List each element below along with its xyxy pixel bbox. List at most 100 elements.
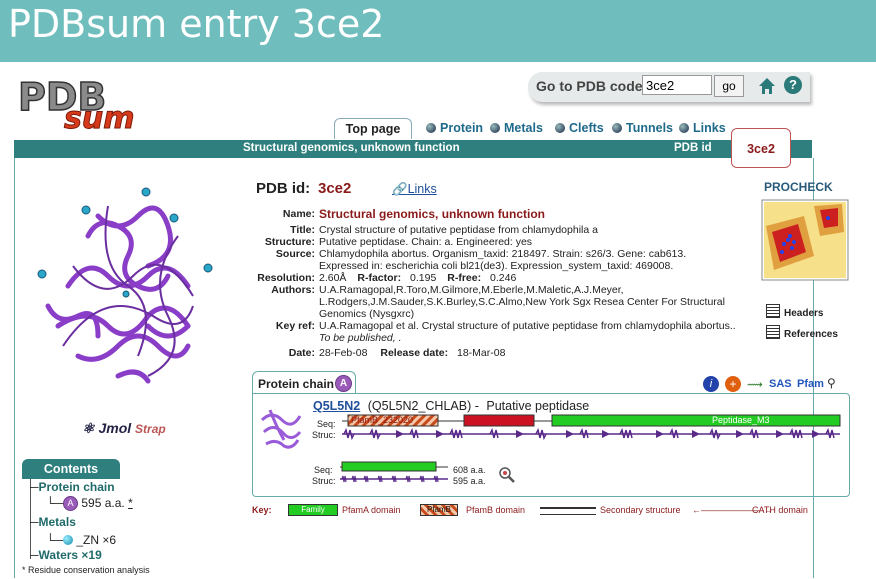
uniprot-name: (Q5L5N2_CHLAB) -	[367, 399, 479, 413]
structure-label: Structure:	[264, 236, 315, 248]
tree-line	[30, 479, 33, 559]
uniprot-line: Q5L5N2 (Q5L5N2_CHLAB) - Putative peptida…	[313, 399, 589, 413]
rfree-label: R-free:	[447, 272, 482, 284]
key-cath: CATH domain	[752, 505, 808, 515]
key-pfamb-box: PfamB	[420, 504, 458, 516]
link-icon: 🔗	[392, 182, 408, 196]
wiring-icon[interactable]: ⟿	[747, 379, 763, 391]
struc-label: Struc:	[312, 430, 336, 440]
pdb-code-input[interactable]	[642, 75, 712, 95]
rfree-value: 0.246	[490, 272, 517, 284]
entry-keyref[interactable]: U.A.Ramagopal et al. Crystal structure o…	[319, 320, 736, 332]
entry-name: Structural genomics, unknown function	[319, 207, 546, 221]
date-value: 28-Feb-08	[319, 347, 368, 359]
help-icon[interactable]: ?	[784, 76, 802, 94]
source-label: Source:	[275, 248, 315, 260]
entry-authors-2: L.Rodgers,J.M.Sauder,S.K.Burley,S.C.Almo…	[319, 296, 725, 308]
conservation-link[interactable]: *	[128, 496, 133, 510]
entry-title: Crystal structure of putative peptidase …	[319, 224, 598, 236]
tree-zn[interactable]: └─ _ZN ×6	[46, 533, 117, 547]
nav-metals[interactable]: Metals	[490, 121, 543, 135]
home-icon[interactable]	[758, 77, 776, 95]
protein-chain-tab[interactable]: Protein chain A	[252, 371, 356, 394]
resolution-value: 2.60Å	[319, 272, 347, 284]
molecule-image[interactable]	[28, 176, 228, 398]
procheck-title[interactable]: PROCHECK	[764, 180, 833, 194]
key-family-box: Family	[288, 504, 338, 516]
nav-clefts[interactable]: Clefts	[555, 121, 604, 135]
go-button[interactable]: go	[714, 75, 744, 97]
jmol-launcher[interactable]: ⚛ Jmol Strap	[82, 420, 166, 436]
entry-keyref-note: To be published, .	[319, 332, 402, 344]
chain-thumbnail[interactable]	[258, 400, 304, 456]
nav-links[interactable]: Links	[679, 121, 726, 135]
page-title: PDBsum entry 3ce2	[8, 2, 385, 46]
chain-length: 595 a.a.	[81, 496, 125, 510]
bullet-icon	[679, 123, 689, 133]
title-label: Title:	[290, 224, 315, 236]
keyref-label-row: Key ref:	[240, 320, 315, 332]
overview-diagram[interactable]	[340, 460, 452, 486]
nav-protein[interactable]: Protein	[426, 121, 483, 135]
structure-label-row: Structure:	[240, 236, 315, 248]
contents-header: Contents	[22, 459, 120, 479]
resolution-label-row: Resolution:	[240, 272, 315, 284]
tree-metals[interactable]: ─Metals	[30, 515, 76, 529]
release-label: Release date:	[380, 347, 449, 359]
domain-diagram[interactable]	[340, 413, 844, 443]
ramachandran-plot[interactable]	[754, 196, 850, 286]
entry-authors-3: Genomics (Nysgxrc)	[319, 308, 415, 320]
metal-label: _ZN ×6	[76, 533, 117, 547]
plus-icon[interactable]: +	[725, 376, 741, 392]
key-cath-arrow: ←———————→	[692, 505, 773, 515]
release-value: 18-Mar-08	[457, 347, 506, 359]
document-icon	[766, 325, 780, 339]
legend-key: Key: Family PfamA domain PfamB PfamB dom…	[252, 504, 832, 517]
pfam-link[interactable]: Pfam	[797, 378, 824, 390]
tree-protein-chain[interactable]: ─Protein chain	[30, 480, 115, 494]
keyref-label: Key ref:	[275, 320, 315, 332]
key-pfama: PfamA domain	[342, 505, 401, 515]
headers-link[interactable]: Headers	[766, 304, 823, 319]
info-icon[interactable]: i	[703, 376, 719, 392]
name-label: Name:	[282, 208, 315, 220]
peptidase-domain-label[interactable]: Peptidase_M3	[712, 415, 770, 425]
uniprot-accession-link[interactable]: Q5L5N2	[313, 399, 361, 413]
key-secondary-icon	[540, 507, 596, 515]
tree-chain-a[interactable]: └─ A 595 a.a. *	[46, 496, 133, 511]
jmol-icon: ⚛	[82, 420, 99, 436]
metal-icon	[63, 535, 74, 545]
protein-description: Putative peptidase	[486, 399, 590, 413]
entry-authors-1: U.A.Ramagopal,R.Toro,M.Gilmore,M.Eberle,…	[319, 284, 624, 296]
title-label-row: Title:	[240, 224, 315, 236]
content-frame	[14, 158, 814, 578]
document-icon	[766, 304, 780, 318]
key-secondary: Secondary structure	[600, 505, 681, 515]
links-link[interactable]: 🔗Links	[392, 182, 437, 196]
pfamb-domain-label[interactable]: PfamB_232020	[351, 415, 414, 425]
magnify-icon[interactable]	[498, 466, 516, 484]
svg-text:sum: sum	[64, 101, 134, 132]
chain-badge: A	[335, 375, 352, 392]
page-banner: PDBsum entry 3ce2	[0, 0, 876, 62]
pdbsum-logo[interactable]: PDB sum	[16, 74, 156, 136]
seq-label-2: Seq:	[314, 465, 333, 475]
bullet-icon	[612, 123, 622, 133]
tree-icon[interactable]: ⚲	[827, 376, 836, 390]
tree-waters[interactable]: ─Waters ×19	[30, 548, 102, 562]
nav-tunnels[interactable]: Tunnels	[612, 121, 673, 135]
pdb-id-value: 3ce2	[318, 180, 352, 197]
source-label-row: Source:	[240, 248, 315, 260]
goto-label: Go to PDB code:	[536, 78, 648, 94]
entry-resolution-row: 2.60Å R-factor: 0.195 R-free: 0.246	[319, 272, 759, 284]
bullet-icon	[426, 123, 436, 133]
strap-link[interactable]: Strap	[135, 422, 166, 436]
seq-label: Seq:	[317, 419, 336, 429]
name-label-row: Name:	[240, 208, 315, 220]
tab-top-page[interactable]: Top page	[334, 118, 412, 139]
sas-link[interactable]: SAS	[769, 378, 792, 390]
references-link[interactable]: References	[766, 325, 838, 340]
key-pfamb: PfamB domain	[466, 505, 526, 515]
bullet-icon	[555, 123, 565, 133]
key-label: Key:	[252, 505, 272, 515]
